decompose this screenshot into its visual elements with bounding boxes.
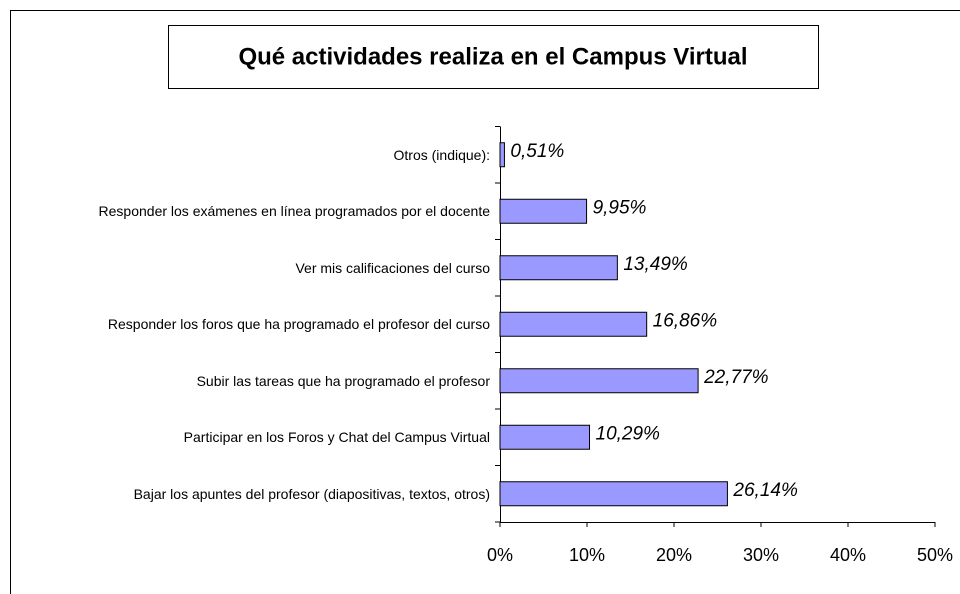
category-label: Ver mis calificaciones del curso	[20, 257, 490, 279]
chart-title: Qué actividades realiza en el Campus Vir…	[238, 43, 747, 70]
category-label: Otros (indique):	[20, 144, 490, 166]
bar	[499, 368, 699, 394]
x-tick-label: 50%	[917, 545, 953, 565]
chart-border	[10, 10, 960, 594]
title-box	[168, 25, 819, 89]
category-label: Participar en los Foros y Chat del Campu…	[20, 426, 490, 448]
category-text: Responder los exámenes en línea programa…	[98, 203, 490, 220]
value-label: 26,14%	[732, 480, 798, 501]
bar	[499, 481, 728, 507]
value-label: 13,49%	[623, 254, 688, 275]
x-tick-label: 10%	[569, 545, 605, 565]
bar	[499, 142, 505, 168]
bar	[499, 198, 588, 224]
bar	[499, 424, 591, 450]
bar	[499, 255, 618, 281]
category-text: Responder los foros que ha programado el…	[107, 316, 490, 333]
category-text: Ver mis calificaciones del curso	[295, 259, 490, 276]
x-tick-label: 0%	[487, 545, 513, 565]
x-tick-label: 30%	[743, 545, 779, 565]
category-label: Bajar los apuntes del profesor (diaposit…	[20, 483, 490, 505]
value-label: 9,95%	[593, 197, 647, 218]
category-label: Responder los exámenes en línea programa…	[20, 200, 490, 222]
value-label: 16,86%	[653, 310, 718, 331]
value-label: 10,29%	[596, 423, 661, 444]
category-label: Subir las tareas que ha programado el pr…	[20, 370, 490, 392]
category-text: Participar en los Foros y Chat del Campu…	[183, 429, 490, 446]
category-text: Bajar los apuntes del profesor (diaposit…	[133, 485, 490, 502]
category-text: Subir las tareas que ha programado el pr…	[196, 372, 490, 389]
category-label: Responder los foros que ha programado el…	[20, 313, 490, 335]
x-tick-label: 40%	[830, 545, 866, 565]
x-tick-label: 20%	[656, 545, 692, 565]
bar	[499, 311, 648, 337]
value-label: 0,51%	[510, 141, 564, 162]
category-text: Otros (indique):	[393, 146, 490, 163]
value-label: 22,77%	[703, 367, 769, 388]
